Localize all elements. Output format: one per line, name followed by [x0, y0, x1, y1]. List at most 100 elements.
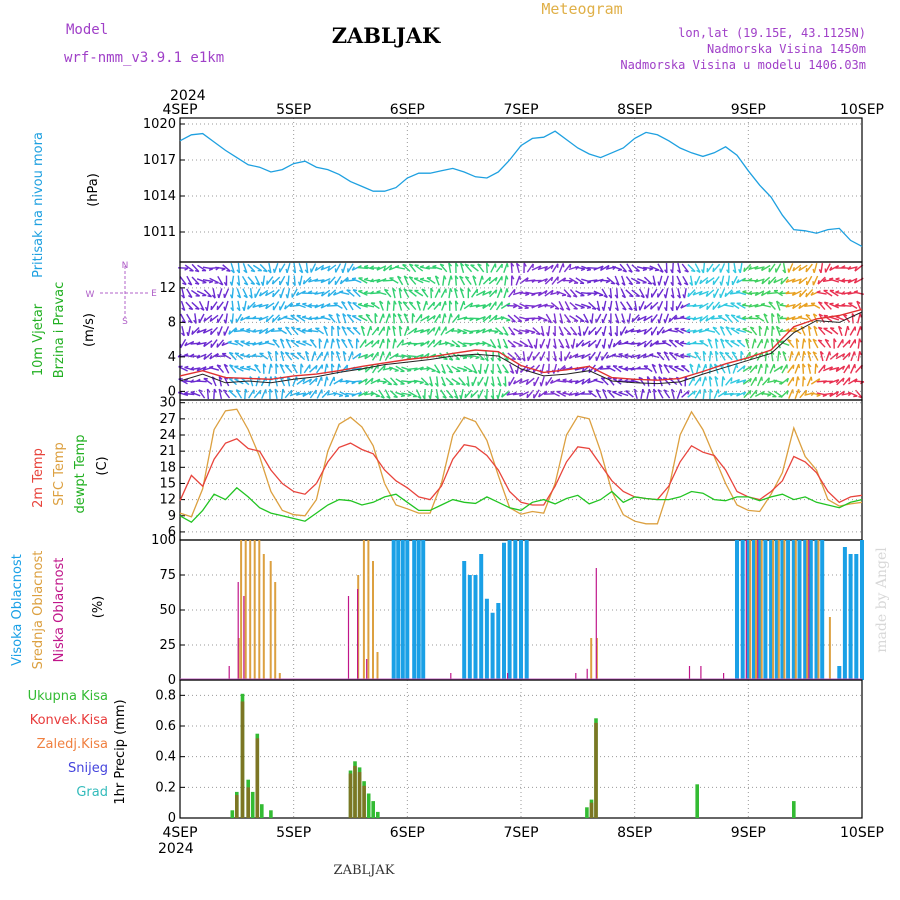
wind-barb-head [766, 338, 769, 343]
wind-barb [236, 288, 242, 299]
wind-barb [184, 264, 194, 272]
wind-barb [383, 377, 393, 386]
wind-barb-head [680, 315, 685, 319]
wind-barb-head [223, 281, 228, 286]
model-name: wrf-nmm_v3.9.1 e1km [64, 50, 224, 66]
wind-barb-head [473, 370, 478, 374]
wind-barb [402, 301, 410, 311]
wind-barb [705, 289, 715, 298]
wind-barb [463, 302, 473, 310]
wind-barb [407, 327, 418, 335]
wind-barb [742, 365, 752, 373]
wind-barb-head [754, 303, 759, 308]
wind-barb-head [785, 328, 790, 332]
wind-barb [763, 313, 769, 324]
wind-barb-head [374, 313, 378, 318]
wind-barb [837, 339, 844, 349]
wind-barb-head [382, 338, 385, 344]
wind-barb-head [829, 266, 833, 271]
wind-barb-head [544, 266, 549, 270]
wind-barb-head [758, 325, 763, 330]
wind-barb-head [760, 291, 765, 296]
wind-barb-head [663, 294, 667, 299]
wind-barb-head [546, 332, 549, 337]
wind-barb [730, 314, 740, 323]
bottom-time-tick-label: 8SEP [617, 825, 652, 841]
wind-barb-head [263, 269, 268, 273]
wind-barb [321, 289, 331, 297]
wind-barb [504, 376, 507, 387]
wind-barb [196, 278, 207, 284]
wind-barb-head [331, 363, 335, 368]
wind-barb [625, 289, 634, 298]
wind-barb-head [308, 378, 313, 383]
wind-barb [352, 289, 361, 298]
wind-barb-head [213, 388, 217, 393]
wind-barb [184, 392, 195, 396]
wind-barb [247, 263, 256, 273]
wind-barb [583, 326, 589, 336]
wind-barb [736, 339, 746, 348]
wind-barb [705, 277, 715, 285]
wind-barb [186, 313, 193, 324]
wind-barb [496, 276, 503, 286]
wind-barb [823, 289, 833, 297]
precip-total-bar [792, 801, 796, 818]
wind-barb [646, 388, 650, 400]
compass-n: N [122, 261, 129, 271]
wind-barb-head [805, 292, 808, 298]
wind-barb-head [448, 262, 453, 267]
wind-barb-head [184, 365, 189, 369]
wind-barb-head [847, 290, 852, 295]
wind-barb [661, 340, 672, 347]
wind-barb-head [490, 382, 495, 387]
wind-barb-head [271, 280, 275, 285]
wind-barb [440, 326, 447, 336]
wind-barb [856, 300, 862, 311]
wind-barb [559, 313, 564, 324]
wind-barb-head [797, 315, 803, 318]
wind-barb [413, 277, 424, 284]
y-tick-label: 18 [159, 460, 176, 475]
wind-barb [259, 263, 268, 273]
wind-barb-head [363, 302, 369, 306]
wind-barb [587, 267, 598, 269]
wind-barb-head [346, 364, 349, 370]
wind-barb-head [332, 291, 337, 296]
wind-barb [484, 363, 489, 374]
wind-barb-head [748, 315, 753, 319]
wind-barb [254, 288, 261, 299]
wind-barb-head [314, 316, 319, 320]
wind-barb-head [591, 307, 597, 310]
wind-barb-head [636, 316, 641, 321]
wind-barb [190, 391, 201, 397]
wind-barb-head [475, 356, 480, 360]
wind-barb-head [566, 307, 571, 311]
wind-barb-head [614, 307, 619, 312]
wind-barb [680, 316, 691, 321]
wind-barb [519, 391, 529, 397]
wind-barb [706, 301, 714, 311]
wind-barb [563, 313, 572, 323]
wind-barb-head [314, 351, 317, 356]
wind-barb [526, 263, 534, 273]
wind-barb [804, 304, 815, 307]
wind-barb-head [297, 281, 301, 286]
wind-barb [637, 340, 647, 347]
wind-barb [386, 338, 389, 349]
wind-barb [618, 353, 629, 359]
wind-barb [272, 314, 281, 323]
wind-barb [475, 304, 486, 308]
wind-barb-head [230, 307, 234, 312]
wind-barb-head [331, 350, 335, 355]
wind-barb [364, 364, 374, 373]
wind-barb [191, 289, 200, 297]
wind-barb [717, 315, 728, 322]
wind-barb [829, 289, 839, 297]
wind-barb-head [302, 392, 307, 397]
wind-barb-head [488, 302, 492, 308]
wind-barb-head [779, 290, 784, 295]
wind-barb [848, 302, 858, 309]
wind-barb [612, 265, 623, 271]
wind-barb-head [523, 262, 527, 267]
